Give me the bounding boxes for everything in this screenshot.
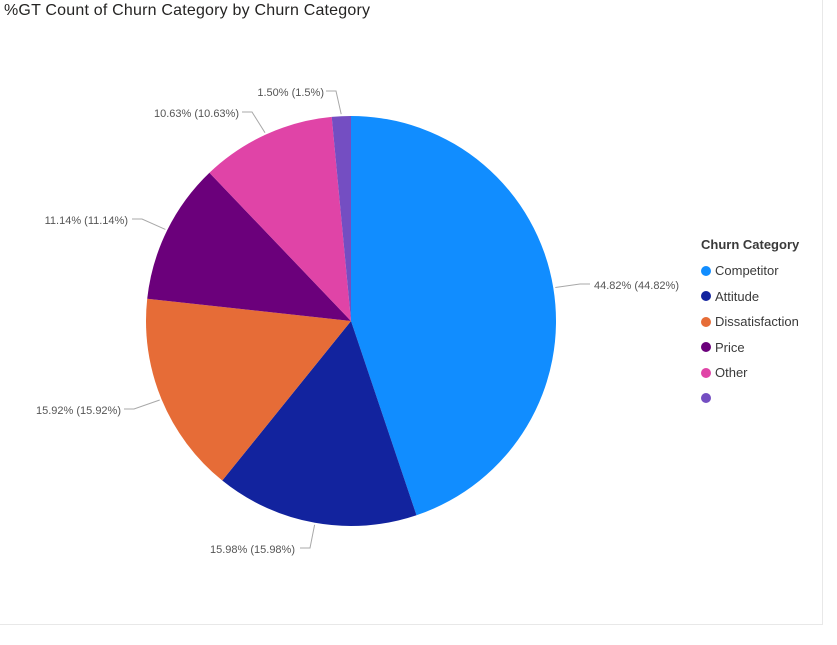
legend-item-label: Competitor: [715, 263, 779, 279]
pie-slice-price[interactable]: [147, 172, 351, 321]
legend-marker-icon: [701, 316, 711, 327]
legend-marker-icon: [701, 393, 711, 404]
chart-title: %GT Count of Churn Category by Churn Cat…: [4, 2, 371, 19]
leader-line-dissatisfaction: [124, 399, 160, 410]
data-label-attitude: 15.98% (15.98%): [210, 544, 295, 556]
legend-marker-icon: [701, 342, 711, 353]
pie-chart-visual[interactable]: %GT Count of Churn Category by Churn Cat…: [0, 0, 823, 625]
pie-slice-dissatisfaction[interactable]: [146, 298, 351, 481]
legend-marker-icon: [701, 265, 711, 276]
pie-slice-other[interactable]: [209, 116, 351, 321]
leader-line-competitor: [555, 283, 590, 288]
leader-line-price: [132, 218, 166, 230]
legend-item-attitude[interactable]: Attitude: [701, 284, 799, 310]
pie-chart: 44.82% (44.82%) 15.98% (15.98%) 15.92% (15…: [36, 87, 679, 556]
legend-title: Churn Category: [701, 237, 800, 252]
legend-marker-icon: [701, 367, 711, 378]
legend-item-label: Dissatisfaction: [715, 314, 799, 330]
legend-marker-icon: [701, 291, 711, 302]
leader-line-blank: [326, 90, 342, 115]
pie-slice-attitude[interactable]: [222, 321, 417, 527]
legend-item-blank[interactable]: [701, 386, 799, 412]
data-label-competitor: 44.82% (44.82%): [594, 280, 679, 292]
legend-item-competitor[interactable]: Competitor: [701, 258, 799, 284]
legend-item-label: Attitude: [715, 288, 760, 304]
legend-item-label: Price: [715, 339, 745, 355]
leader-line-attitude: [300, 524, 316, 549]
legend-item-label: Other: [715, 365, 748, 381]
legend-item-dissatisfaction[interactable]: Dissatisfaction: [701, 309, 799, 335]
leader-line-other: [242, 111, 266, 133]
legend: Churn Category Competitor Attitude Dissati…: [701, 237, 799, 411]
data-label-blank: 1.50% (1.5%): [257, 87, 324, 99]
legend-item-other[interactable]: Other: [701, 360, 799, 386]
pie-slice-competitor[interactable]: [351, 116, 557, 516]
legend-item-price[interactable]: Price: [701, 335, 799, 361]
data-label-other: 10.63% (10.63%): [154, 108, 239, 120]
data-label-price: 11.14% (11.14%): [45, 215, 128, 227]
pie-slice-blank[interactable]: [331, 116, 351, 321]
data-label-dissatisfaction: 15.92% (15.92%): [36, 405, 121, 417]
